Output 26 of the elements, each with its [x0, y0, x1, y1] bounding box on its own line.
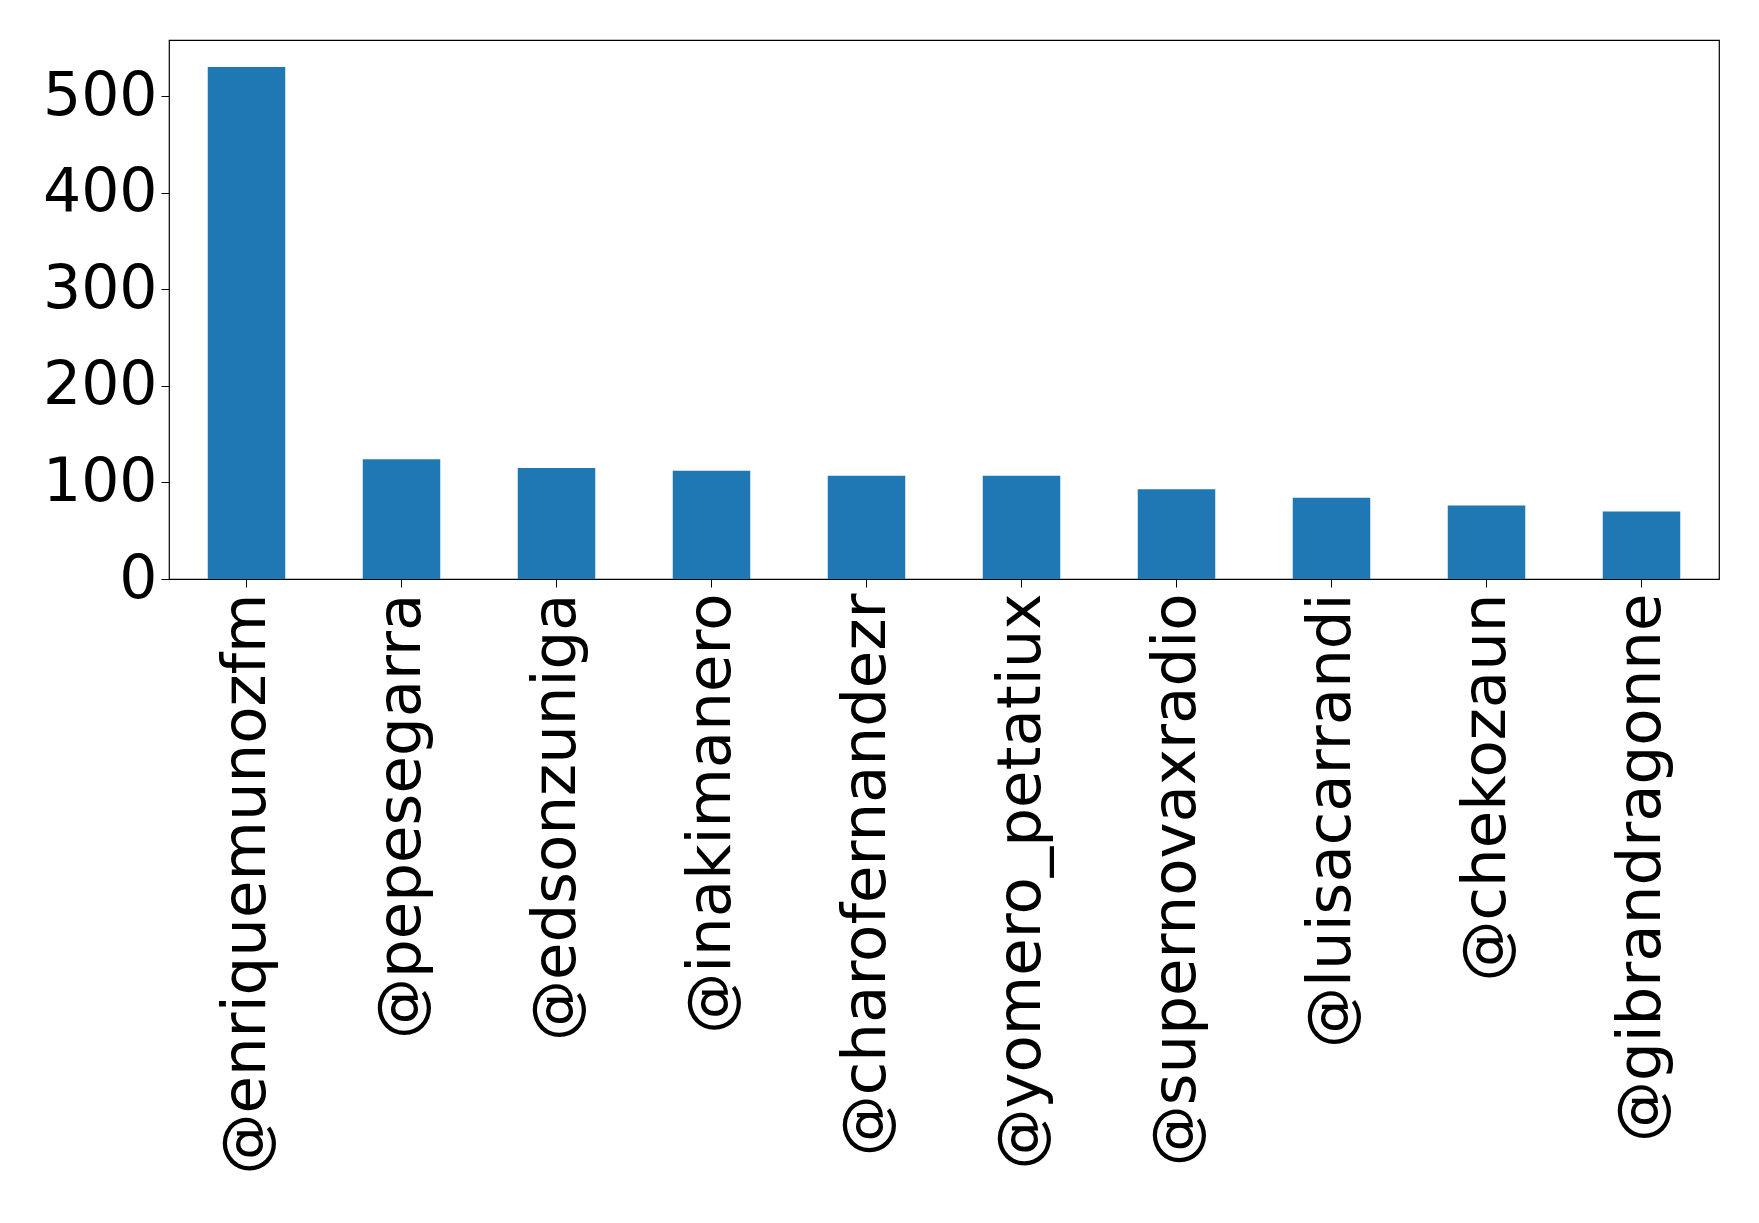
bar — [1602, 511, 1681, 579]
x-tick-label: @enriquemunozfm — [207, 593, 279, 1175]
y-tick-label: 500 — [42, 58, 158, 129]
bar — [1292, 497, 1371, 579]
x-tick-label: @gibrandragonne — [1602, 593, 1674, 1143]
bar — [362, 459, 441, 579]
y-tick-label: 200 — [42, 348, 158, 419]
x-tick-label: @edsonzuniga — [517, 593, 589, 1041]
y-tick-label: 0 — [119, 541, 158, 612]
x-tick-label: @luisacarrandi — [1292, 593, 1364, 1048]
bar — [1447, 505, 1526, 579]
x-tick-label: @charofernandezr — [827, 592, 899, 1157]
bar — [517, 467, 596, 579]
x-tick-label: @inakimanero — [672, 593, 744, 1034]
bar — [827, 475, 906, 579]
bar — [982, 475, 1061, 579]
bar — [207, 67, 286, 579]
bar — [672, 470, 751, 579]
x-tick-label: @pepesegarra — [362, 593, 434, 1039]
x-tick-label: @chekozaun — [1447, 593, 1519, 982]
x-tick-label: @supernovaxradio — [1137, 593, 1209, 1167]
y-tick-label: 300 — [42, 251, 158, 322]
x-tick-label: @yomero_petatiux — [982, 593, 1054, 1170]
y-tick-label: 400 — [42, 155, 158, 226]
bar — [1137, 489, 1216, 579]
y-tick-label: 100 — [42, 444, 158, 515]
